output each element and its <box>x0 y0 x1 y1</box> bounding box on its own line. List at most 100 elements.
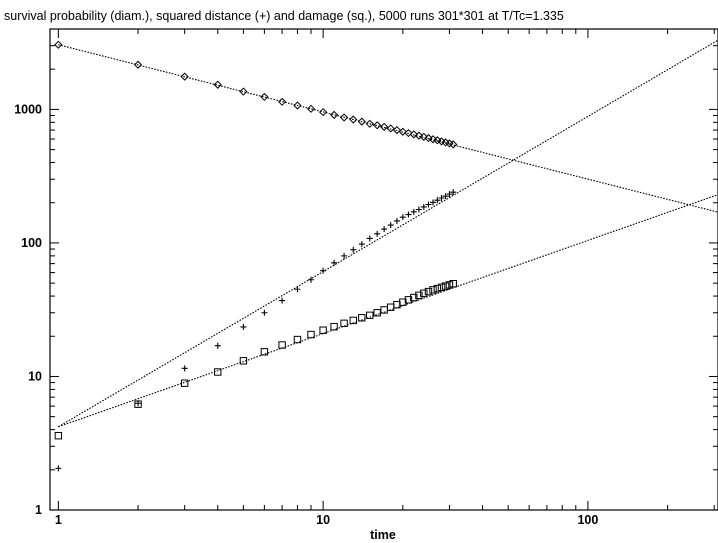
square-point <box>404 296 413 304</box>
plus-point <box>393 217 400 224</box>
square-point <box>420 289 428 297</box>
plus-point <box>438 195 445 202</box>
square-point <box>424 287 433 296</box>
x-tick-label: 10 <box>316 513 330 527</box>
plus-point <box>214 342 221 349</box>
diamond-point <box>424 133 433 143</box>
square-point <box>415 291 423 300</box>
diamond-point <box>419 132 428 141</box>
diamond-point <box>213 80 222 89</box>
chart-title: survival probability (diam.), squared di… <box>4 9 564 23</box>
square-point <box>260 348 269 356</box>
plus-point <box>366 235 373 242</box>
square-point <box>449 280 457 288</box>
diamond-point <box>404 128 413 138</box>
plus-point <box>381 226 388 233</box>
x-tick-label: 1 <box>55 513 62 527</box>
diamond-point <box>365 119 374 128</box>
square-point <box>433 284 442 293</box>
plus-point <box>55 465 62 472</box>
plus-point <box>434 197 441 204</box>
diamond-point <box>373 121 382 130</box>
plus-point <box>420 203 427 210</box>
plot-interior <box>54 39 718 472</box>
plus-point <box>181 365 188 372</box>
square-point <box>134 400 142 408</box>
diamond-point <box>133 60 143 69</box>
y-tick-label: 1 <box>35 503 42 517</box>
diamond-point <box>409 130 418 139</box>
diamond-point <box>433 136 442 145</box>
square-point <box>293 335 302 344</box>
plus-point <box>405 211 412 218</box>
plot-area: 1 10 100 1000 1 10 100 <box>14 28 718 527</box>
diamond-point <box>449 140 458 149</box>
diamond-point <box>386 124 395 133</box>
x-tick-label: 100 <box>577 513 598 527</box>
plus-point <box>399 214 406 221</box>
diamond-point <box>380 122 389 131</box>
square-point <box>319 326 327 334</box>
square-point <box>278 341 286 349</box>
plus-point <box>410 208 417 215</box>
diamond-point <box>54 40 63 49</box>
plus-point <box>308 276 315 283</box>
square-point <box>373 309 381 317</box>
plus-point <box>374 230 381 237</box>
plus-point <box>425 201 432 208</box>
plus-point <box>240 323 247 330</box>
plus-point <box>341 252 348 259</box>
square-fit-line <box>58 194 718 428</box>
plus-point <box>261 309 268 316</box>
plus-point <box>387 222 394 229</box>
square-point <box>429 286 437 294</box>
plus-fit-line <box>58 39 718 428</box>
plus-point <box>446 191 453 198</box>
diamond-point <box>306 104 316 113</box>
diamond-point <box>260 92 269 102</box>
square-point <box>366 311 374 320</box>
diamond-point <box>414 131 424 140</box>
diamond-point <box>398 127 407 136</box>
diamond-point <box>278 97 287 106</box>
plus-point <box>294 286 301 293</box>
y-tick-label: 100 <box>21 236 42 250</box>
plus-point <box>331 259 338 266</box>
diamond-point <box>293 101 302 110</box>
square-point <box>214 368 222 376</box>
square-point <box>437 283 446 292</box>
x-axis-label: time <box>370 528 396 542</box>
diamond-point <box>319 107 328 117</box>
plot-frame <box>49 28 718 511</box>
diamond-point <box>339 113 349 122</box>
y-tick-label: 1000 <box>14 102 42 116</box>
diamond-point <box>180 72 189 81</box>
y-tick-label: 10 <box>28 369 42 383</box>
square-point <box>340 319 348 328</box>
plus-point <box>279 297 286 304</box>
diamond-point <box>357 117 366 126</box>
plus-point <box>350 246 357 253</box>
plus-point <box>415 206 422 213</box>
diamond-point <box>392 125 402 135</box>
square-point <box>399 298 407 306</box>
square-point <box>358 314 366 322</box>
diamond-fit-line <box>58 44 718 213</box>
square-point <box>330 322 338 331</box>
diamond-point <box>329 110 339 119</box>
diamond-point <box>239 87 248 96</box>
square-point <box>441 282 450 290</box>
square-point <box>445 281 454 289</box>
plus-point <box>442 193 449 200</box>
square-point <box>393 300 401 309</box>
plus-point <box>320 267 327 274</box>
square-point <box>410 293 418 302</box>
square-point <box>239 357 248 365</box>
plus-point <box>450 189 457 196</box>
square-point <box>307 330 315 339</box>
square-point <box>349 316 357 325</box>
plus-point <box>358 241 365 248</box>
square-point <box>54 432 63 440</box>
square-point <box>180 379 189 387</box>
